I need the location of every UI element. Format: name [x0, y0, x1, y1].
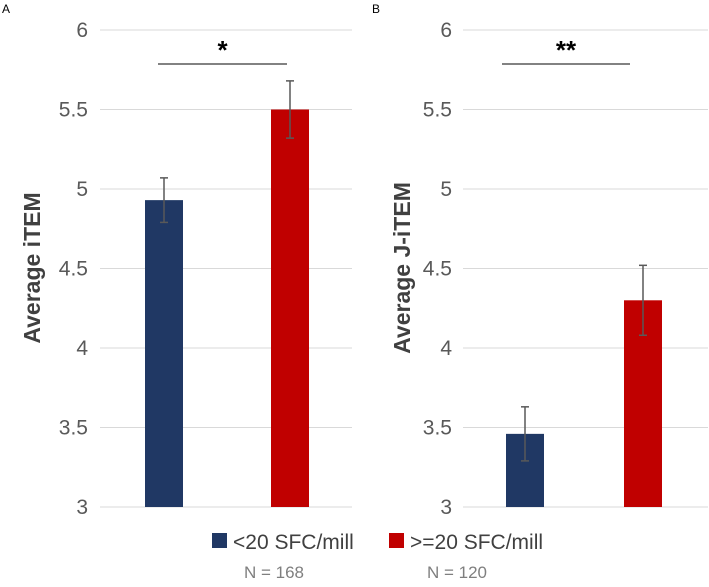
y-tick-label: 5.5 [59, 99, 88, 122]
legend-swatch-high [389, 533, 404, 548]
significance-marker: ** [556, 35, 577, 65]
panel-b: B 3 3.5 4 4.5 5 5.5 6 Average J-iTEM ** [372, 2, 708, 519]
y-tick-label: 4.5 [59, 258, 88, 281]
legend-label-high: >=20 SFC/mill [410, 531, 543, 554]
panel-letter-b: B [372, 2, 380, 16]
panel-letter-a: A [2, 2, 10, 16]
bar-low [145, 200, 183, 507]
panel-a-bars [145, 109, 309, 507]
y-tick-label: 5 [440, 178, 452, 201]
legend-swatch-low [212, 533, 227, 548]
y-tick-label: 6 [440, 19, 452, 42]
y-tick-label: 3.5 [423, 417, 452, 440]
panel-a-error-bars [160, 80, 294, 224]
panel-b-significance: ** [502, 35, 630, 65]
y-tick-label: 5.5 [423, 99, 452, 122]
panel-a-y-ticks: 3 3.5 4 4.5 5 5.5 6 [59, 19, 89, 519]
legend: <20 SFC/mill N = 168 >=20 SFC/mill N = 1… [212, 531, 543, 582]
legend-label-low: <20 SFC/mill [233, 531, 354, 554]
legend-n-high: N = 120 [427, 563, 487, 582]
panel-b-gridlines [463, 29, 708, 508]
bar-high [271, 109, 309, 507]
y-tick-label: 4 [440, 337, 452, 360]
y-tick-label: 3 [440, 496, 452, 519]
significance-marker: * [217, 35, 228, 65]
panel-b-y-axis-label: Average J-iTEM [389, 182, 415, 354]
y-tick-label: 6 [76, 19, 88, 42]
y-tick-label: 3 [76, 496, 88, 519]
legend-n-low: N = 168 [244, 563, 304, 582]
panel-a-gridlines [100, 29, 352, 508]
y-tick-label: 3.5 [59, 417, 88, 440]
panel-b-y-ticks: 3 3.5 4 4.5 5 5.5 6 [423, 19, 453, 519]
panel-a-y-axis-label: Average iTEM [19, 192, 45, 343]
panel-b-bars [506, 300, 662, 507]
panel-a: A 3 3.5 4 4.5 5 5.5 6 Average iTEM * [2, 2, 352, 519]
y-tick-label: 5 [76, 178, 88, 201]
panel-a-significance: * [158, 35, 287, 65]
y-tick-label: 4.5 [423, 258, 452, 281]
y-tick-label: 4 [76, 337, 88, 360]
panel-b-error-bars [521, 264, 647, 462]
